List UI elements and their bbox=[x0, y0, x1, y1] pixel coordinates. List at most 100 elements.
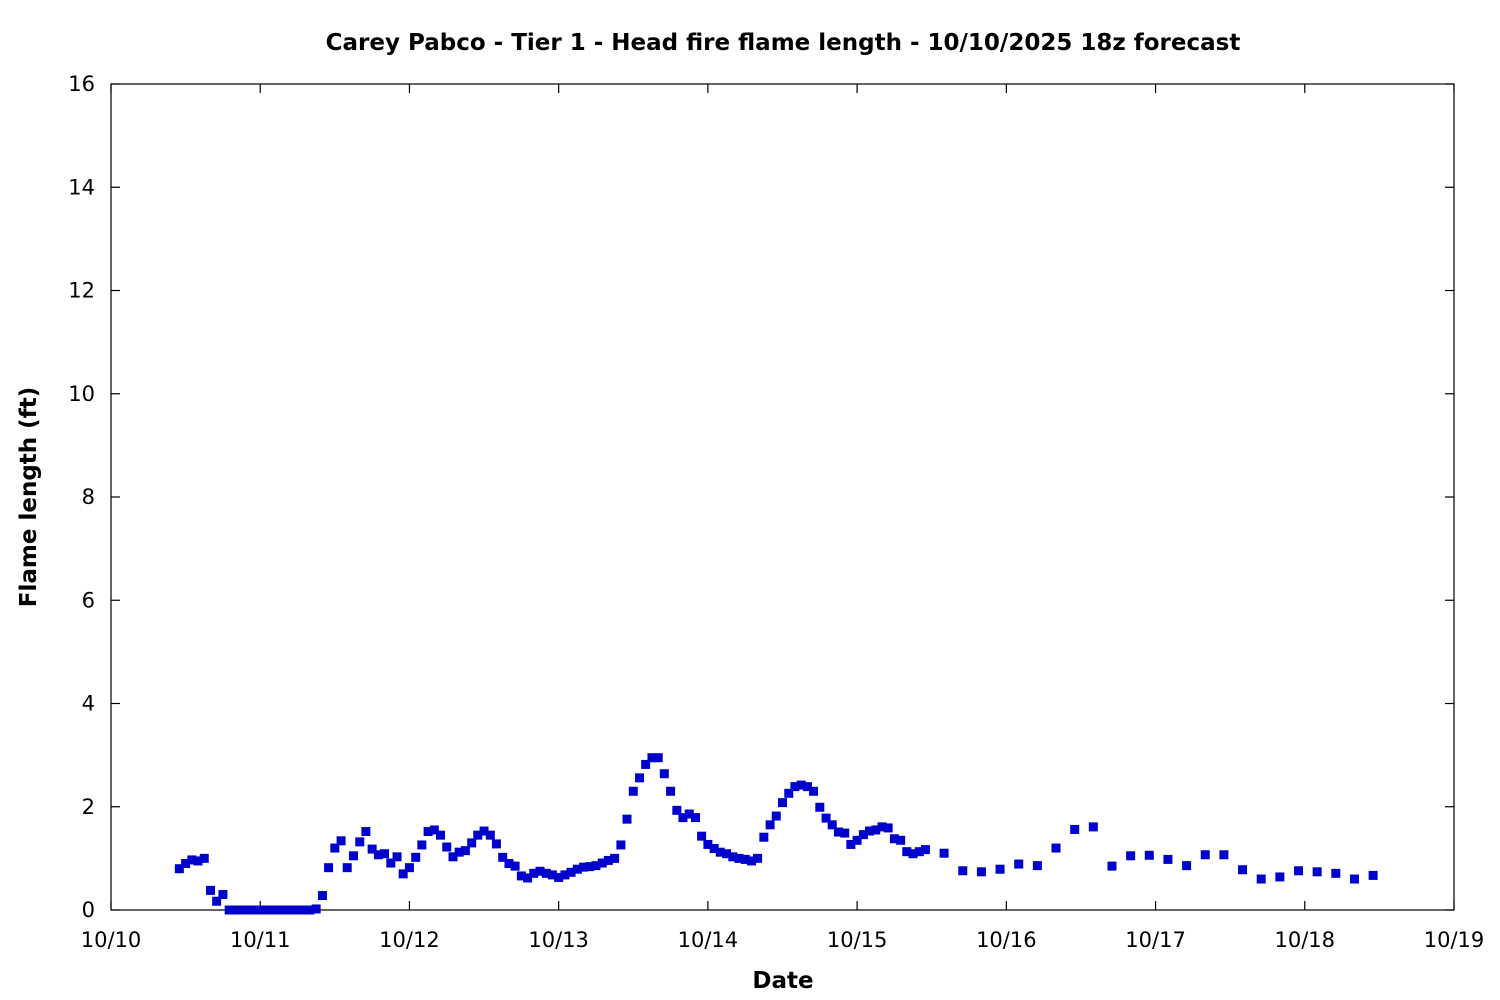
x-tick-label: 10/10 bbox=[81, 928, 142, 952]
data-point bbox=[361, 827, 371, 837]
data-point bbox=[920, 845, 930, 855]
data-point bbox=[1070, 824, 1080, 834]
data-point bbox=[1275, 872, 1285, 882]
data-point bbox=[404, 863, 414, 873]
y-tick-label: 14 bbox=[68, 175, 95, 199]
data-point bbox=[616, 840, 626, 850]
data-point bbox=[1331, 868, 1341, 878]
data-point bbox=[840, 828, 850, 838]
data-point bbox=[591, 861, 601, 871]
data-point bbox=[181, 859, 191, 869]
data-point bbox=[224, 905, 234, 915]
x-tick-label: 10/12 bbox=[379, 928, 440, 952]
data-point bbox=[479, 826, 489, 836]
data-point bbox=[659, 769, 669, 779]
y-tick-label: 0 bbox=[82, 898, 95, 922]
data-point bbox=[610, 853, 620, 863]
data-point bbox=[672, 805, 682, 815]
data-point bbox=[380, 849, 390, 859]
data-point bbox=[193, 856, 203, 866]
y-tick-label: 4 bbox=[82, 692, 95, 716]
data-point bbox=[336, 836, 346, 846]
data-point bbox=[1219, 850, 1229, 860]
x-axis: 10/10 10/11 10/12 10/13 10/14 10/15 10/16 10/17… bbox=[81, 84, 1484, 952]
data-point bbox=[317, 891, 327, 901]
data-point bbox=[1032, 861, 1042, 871]
data-point bbox=[392, 852, 402, 862]
data-point bbox=[1200, 850, 1210, 860]
y-tick-label: 12 bbox=[68, 279, 95, 303]
data-point bbox=[684, 809, 694, 819]
data-point bbox=[417, 840, 427, 850]
data-point bbox=[778, 798, 787, 808]
data-point bbox=[572, 864, 582, 874]
data-point bbox=[877, 822, 887, 832]
data-point bbox=[1182, 861, 1192, 871]
data-point bbox=[1163, 854, 1173, 864]
x-axis-label: Date bbox=[752, 968, 813, 994]
data-point bbox=[1126, 851, 1136, 861]
data-point bbox=[504, 859, 514, 869]
data-point bbox=[790, 782, 800, 792]
data-point bbox=[678, 813, 688, 823]
y-tick-label: 10 bbox=[68, 382, 95, 406]
data-point bbox=[467, 838, 477, 848]
y-axis-label: Flame length (ft) bbox=[16, 387, 42, 607]
data-point bbox=[498, 852, 508, 862]
data-point bbox=[1368, 870, 1378, 880]
data-point bbox=[305, 905, 315, 915]
data-point bbox=[1238, 865, 1248, 875]
data-point bbox=[547, 870, 557, 880]
data-point bbox=[523, 873, 533, 883]
data-point bbox=[286, 905, 296, 915]
data-point bbox=[734, 853, 744, 863]
data-point bbox=[603, 855, 613, 865]
data-point bbox=[442, 842, 452, 852]
data-point bbox=[1294, 866, 1304, 876]
data-point bbox=[852, 835, 862, 845]
data-point bbox=[187, 855, 197, 865]
data-point bbox=[541, 868, 551, 878]
data-point bbox=[889, 834, 899, 844]
data-point bbox=[765, 820, 775, 830]
data-point bbox=[510, 861, 520, 871]
data-point bbox=[1107, 861, 1117, 871]
data-point bbox=[958, 866, 968, 876]
data-point bbox=[1014, 859, 1024, 869]
data-point bbox=[1312, 867, 1322, 877]
data-point bbox=[666, 786, 676, 796]
data-point bbox=[809, 786, 819, 796]
data-point bbox=[703, 839, 713, 849]
data-point bbox=[293, 905, 303, 915]
data-point bbox=[635, 773, 645, 783]
data-point bbox=[858, 830, 868, 840]
data-point bbox=[274, 905, 284, 915]
x-tick-label: 10/13 bbox=[528, 928, 589, 952]
data-point bbox=[722, 849, 732, 859]
data-point bbox=[833, 827, 843, 837]
data-point bbox=[796, 780, 806, 790]
data-point bbox=[715, 847, 725, 857]
data-point bbox=[697, 831, 707, 841]
data-point bbox=[846, 839, 856, 849]
y-tick-label: 16 bbox=[68, 72, 95, 96]
data-point bbox=[460, 846, 470, 856]
data-point bbox=[535, 866, 545, 876]
data-point bbox=[516, 871, 526, 881]
data-point bbox=[212, 896, 222, 906]
data-point bbox=[709, 844, 719, 854]
chart-title: Carey Pabco - Tier 1 - Head fire flame l… bbox=[326, 30, 1241, 56]
data-point bbox=[628, 786, 638, 796]
data-point bbox=[641, 759, 651, 769]
data-point bbox=[398, 869, 408, 879]
data-point bbox=[386, 858, 396, 868]
x-tick-label: 10/11 bbox=[230, 928, 291, 952]
data-point bbox=[554, 872, 564, 882]
data-point bbox=[691, 813, 701, 823]
data-point bbox=[883, 823, 893, 833]
data-point bbox=[740, 854, 750, 864]
data-point bbox=[429, 825, 439, 835]
data-point bbox=[529, 868, 539, 878]
data-point bbox=[827, 820, 837, 830]
data-point bbox=[995, 864, 1005, 874]
